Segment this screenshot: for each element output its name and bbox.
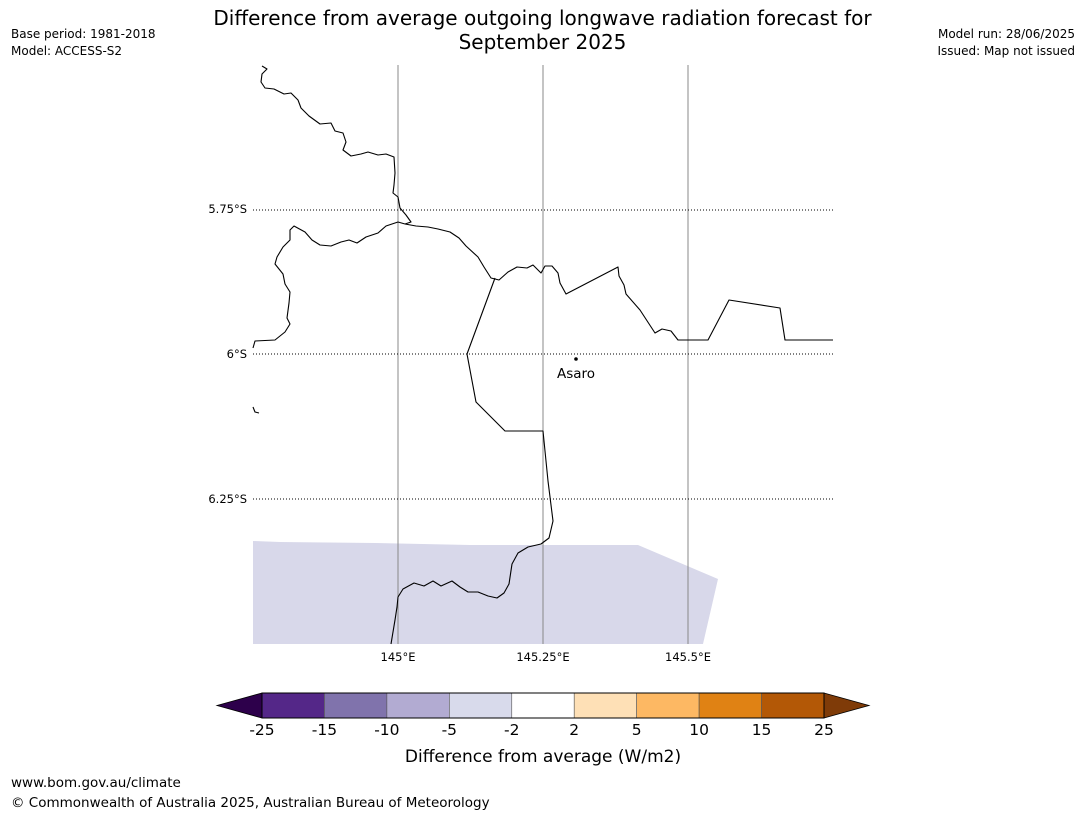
boundary-south xyxy=(390,277,554,645)
boundary-central-east xyxy=(404,223,833,341)
colorbar-segments xyxy=(261,692,825,719)
model-name: Model: ACCESS-S2 xyxy=(11,44,123,58)
colorbar-tick-label: 2 xyxy=(569,721,579,739)
colorbar-over-arrow xyxy=(823,692,871,719)
lat-label: 6°S xyxy=(227,347,247,361)
place-label: Asaro xyxy=(557,366,595,382)
footer-copyright: © Commonwealth of Australia 2025, Austra… xyxy=(11,795,490,811)
title-line-1: Difference from average outgoing longwav… xyxy=(213,6,872,30)
colorbar-tick-label: -2 xyxy=(504,721,519,739)
colorbar-segment xyxy=(511,692,575,719)
map-title: Difference from average outgoing longwav… xyxy=(0,6,1085,54)
colorbar-tick-label: -15 xyxy=(312,721,337,739)
colorbar-tick-label: 25 xyxy=(814,721,834,739)
colorbar-under-arrow xyxy=(215,692,263,719)
lon-label: 145°E xyxy=(381,650,416,664)
boundary-central-west xyxy=(252,221,406,349)
colorbar: -25 -15 -10 -5 -2 2 5 10 15 25 Difference from av… xyxy=(215,692,871,767)
colorbar-segment xyxy=(636,692,700,719)
latitude-labels: 5.75°S 6°S 6.25°S xyxy=(208,202,247,506)
footer-url: www.bom.gov.au/climate xyxy=(11,775,181,791)
colorbar-segment xyxy=(261,692,325,719)
lat-label: 5.75°S xyxy=(208,202,247,216)
colorbar-segment xyxy=(449,692,513,719)
longitude-labels: 145°E 145.25°E 145.5°E xyxy=(381,650,711,664)
colorbar-segment xyxy=(761,692,825,719)
boundary-north xyxy=(260,65,412,225)
colorbar-tick-label: 5 xyxy=(632,721,642,739)
colorbar-tick-label: -10 xyxy=(374,721,399,739)
colorbar-segment xyxy=(573,692,637,719)
lon-label: 145.25°E xyxy=(516,650,569,664)
colorbar-tick-label: 15 xyxy=(752,721,772,739)
boundary-fragment xyxy=(252,406,260,414)
place-marker xyxy=(574,357,578,361)
colorbar-segment xyxy=(324,692,388,719)
colorbar-outline xyxy=(261,692,825,719)
anomaly-fill-region xyxy=(253,541,718,644)
title-line-2: September 2025 xyxy=(458,30,627,54)
model-run: Model run: 28/06/2025 xyxy=(937,27,1075,41)
colorbar-tick-labels: -25 -15 -10 -5 -2 2 5 10 15 25 xyxy=(249,721,834,739)
lon-label: 145.5°E xyxy=(665,650,711,664)
colorbar-segment xyxy=(698,692,762,719)
colorbar-segment xyxy=(386,692,450,719)
base-period: Base period: 1981-2018 xyxy=(11,27,156,41)
colorbar-label: Difference from average (W/m2) xyxy=(405,747,681,767)
boundaries xyxy=(252,65,833,645)
meta-right: Model run: 28/06/2025 Issued: Map not is… xyxy=(937,26,1075,60)
colorbar-tick-label: -5 xyxy=(442,721,457,739)
parallel-lines xyxy=(253,209,833,500)
colorbar-tick-label: -25 xyxy=(249,721,274,739)
issued-status: Issued: Map not issued xyxy=(937,44,1075,58)
meta-left: Base period: 1981-2018 Model: ACCESS-S2 xyxy=(11,26,156,60)
colorbar-tick-label: 10 xyxy=(689,721,709,739)
lat-label: 6.25°S xyxy=(208,492,247,506)
